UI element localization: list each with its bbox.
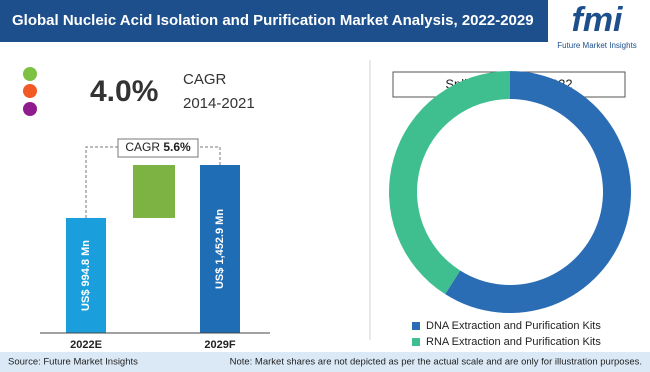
legend-label: RNA Extraction and Purification Kits — [426, 336, 601, 348]
bar — [200, 165, 240, 333]
footer-source: Source: Future Market Insights — [8, 357, 138, 368]
donut-slice — [389, 70, 510, 295]
value-label: US$ 994.8 Mn — [80, 240, 92, 311]
bar — [66, 217, 106, 333]
annotation-label: CAGR — [125, 140, 160, 154]
donut-slice — [445, 71, 631, 313]
cagr-label: CAGR — [183, 71, 227, 88]
legend-swatch — [412, 338, 420, 346]
logo-caption: Future Market Insights — [557, 41, 637, 50]
header-title: Global Nucleic Acid Isolation and Purifi… — [12, 12, 534, 29]
legend-label: DNA Extraction and Purification Kits — [426, 320, 601, 332]
header-bar — [0, 0, 548, 42]
cagr-period: 2014-2021 — [183, 95, 255, 112]
annotation-value: 5.6% — [163, 140, 191, 154]
annotation-box — [117, 138, 199, 158]
footer-bar — [0, 352, 650, 372]
dot — [23, 67, 37, 81]
value-label: US$ 1,452.9 Mn — [214, 209, 226, 289]
annotation: CAGR 5.6% — [125, 140, 191, 154]
x-tick-label: 2022E — [70, 339, 102, 351]
footer-note: Note: Market shares are not depicted as … — [230, 357, 642, 368]
cagr-value: 4.0% — [90, 75, 158, 108]
logo: fmi — [572, 1, 625, 39]
x-tick-label: 2029F — [204, 339, 235, 351]
increment-block — [133, 165, 175, 218]
dot — [23, 84, 37, 98]
legend-swatch — [412, 322, 420, 330]
dot — [23, 102, 37, 116]
